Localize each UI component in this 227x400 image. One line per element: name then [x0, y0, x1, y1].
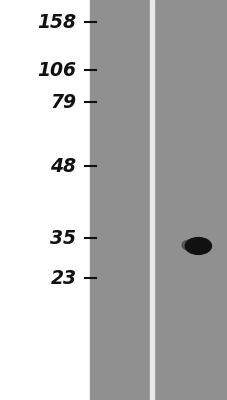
Bar [150, 0, 153, 400]
Bar [153, 0, 227, 400]
Text: 23: 23 [50, 268, 76, 288]
Text: 158: 158 [37, 12, 76, 32]
Bar [90, 0, 150, 400]
Ellipse shape [181, 240, 196, 250]
Text: 79: 79 [50, 92, 76, 112]
Text: 35: 35 [50, 228, 76, 248]
Text: 48: 48 [50, 156, 76, 176]
Ellipse shape [184, 238, 210, 254]
Text: 106: 106 [37, 60, 76, 80]
